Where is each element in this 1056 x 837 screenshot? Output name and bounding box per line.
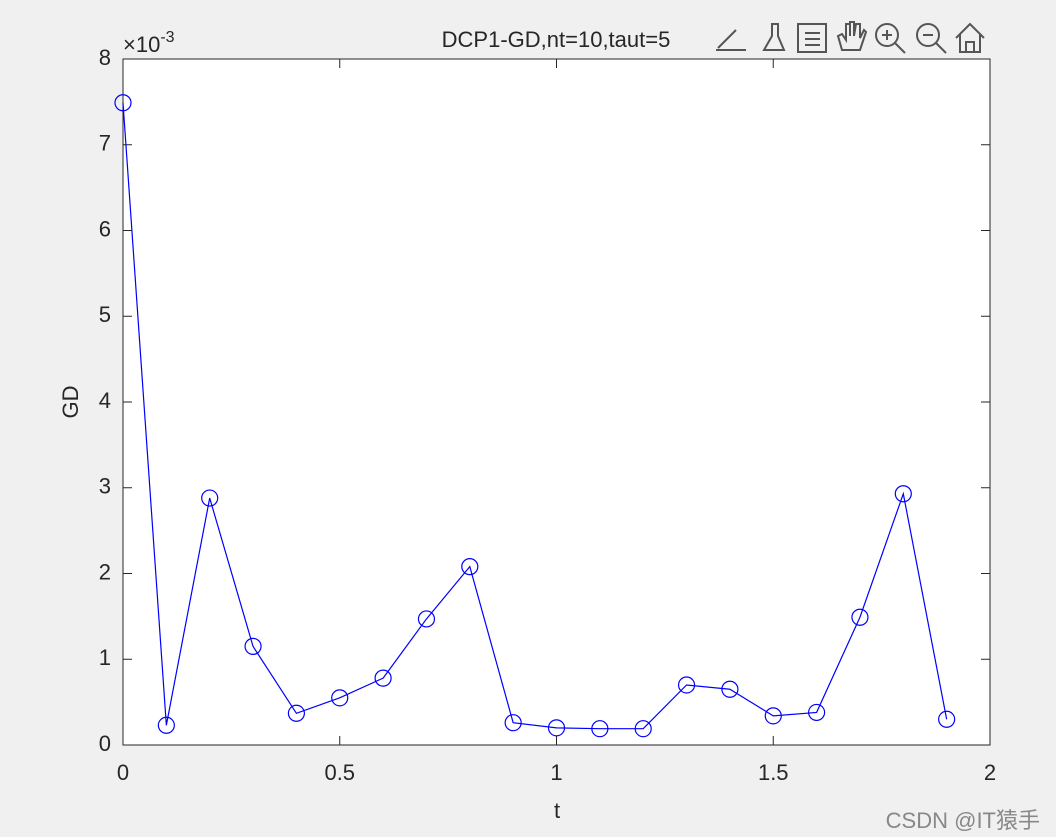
y-tick-label: 5 xyxy=(99,302,111,327)
y-multiplier-exponent: -3 xyxy=(160,29,174,46)
toolbar-icon[interactable] xyxy=(716,29,746,51)
y-tick-label: 6 xyxy=(99,216,111,241)
axes-box xyxy=(122,58,991,746)
data-marker xyxy=(417,610,436,628)
chart-title: DCP1-GD,nt=10,taut=5 xyxy=(442,27,671,52)
data-marker xyxy=(374,669,392,687)
data-marker xyxy=(244,637,262,655)
toolbar-icon[interactable] xyxy=(955,22,985,53)
data-marker xyxy=(547,719,566,737)
x-tick-label: 1 xyxy=(550,760,562,785)
y-tick-label: 8 xyxy=(99,45,111,70)
data-marker xyxy=(504,714,522,732)
y-axis-label: GD xyxy=(58,386,83,419)
data-marker xyxy=(287,704,305,722)
data-marker xyxy=(201,489,219,507)
data-marker xyxy=(677,676,696,694)
data-marker xyxy=(461,558,479,576)
x-tick-label: 2 xyxy=(984,760,996,785)
data-marker xyxy=(807,703,826,722)
x-tick-label: 1.5 xyxy=(758,760,789,785)
data-marker xyxy=(894,485,912,503)
y-multiplier: ×10-3 xyxy=(123,29,175,57)
x-tick-label: 0.5 xyxy=(324,760,355,785)
data-marker xyxy=(331,689,349,707)
y-tick-label: 2 xyxy=(99,559,111,584)
y-multiplier-base: ×10 xyxy=(123,32,160,57)
y-tick-label: 4 xyxy=(99,388,111,413)
data-marker xyxy=(764,707,782,725)
toolbar-icon[interactable] xyxy=(762,23,786,51)
y-tick-label: 3 xyxy=(99,474,111,499)
toolbar-icon[interactable] xyxy=(836,21,868,51)
data-marker xyxy=(114,94,132,112)
y-tick-label: 0 xyxy=(99,731,111,756)
x-axis-label: t xyxy=(554,798,560,823)
data-marker xyxy=(938,710,956,728)
data-marker xyxy=(157,716,175,734)
toolbar xyxy=(716,21,985,54)
toolbar-icon[interactable] xyxy=(916,23,947,54)
x-tick-label: 0 xyxy=(117,760,129,785)
data-marker xyxy=(591,720,609,738)
toolbar-icon[interactable] xyxy=(875,23,906,54)
data-marker xyxy=(634,720,652,738)
y-tick-label: 1 xyxy=(99,645,111,670)
y-tick-label: 7 xyxy=(99,131,111,156)
watermark: CSDN @IT猿手 xyxy=(886,808,1040,833)
data-marker xyxy=(851,608,869,626)
toolbar-icon[interactable] xyxy=(797,23,827,53)
data-line xyxy=(122,102,948,730)
data-marker xyxy=(721,680,739,698)
